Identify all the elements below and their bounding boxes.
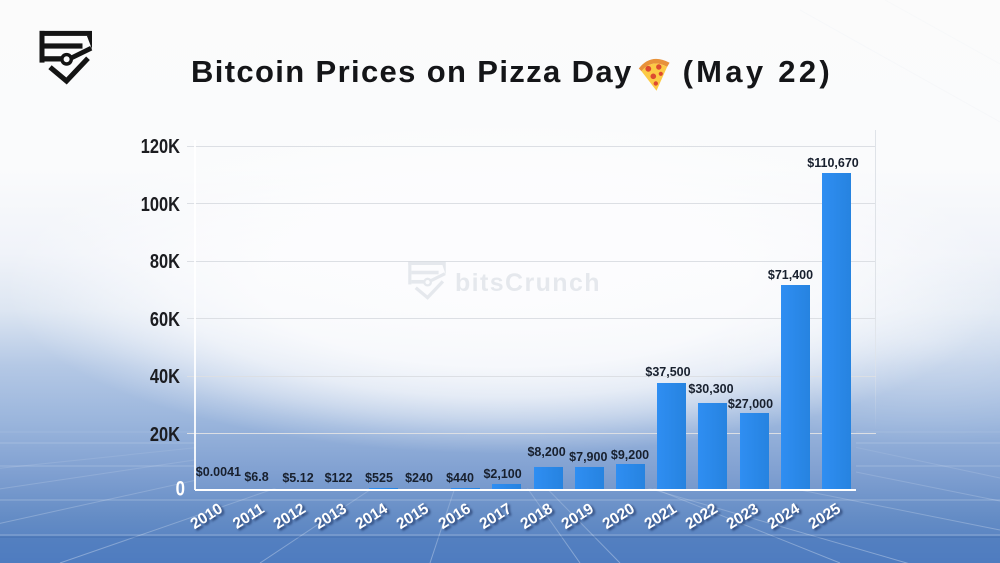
svg-text:bitsCrunch: bitsCrunch <box>455 269 601 297</box>
